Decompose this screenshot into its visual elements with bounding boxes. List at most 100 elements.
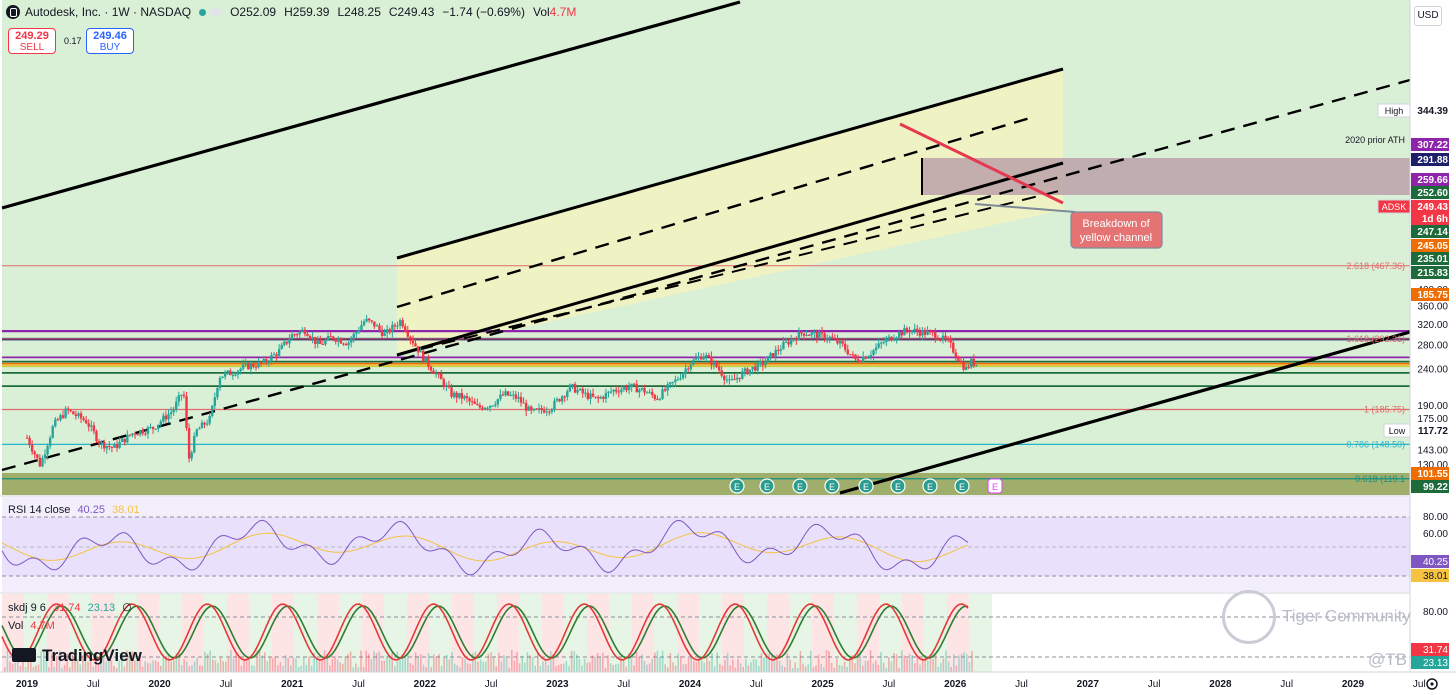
currency-button[interactable]: USD [1414, 6, 1442, 26]
candle-body [599, 396, 602, 399]
earnings-marker[interactable]: E [922, 478, 938, 494]
breakdown-callout: Breakdown of yellow channel [974, 203, 1163, 249]
volume-bar [22, 655, 24, 672]
volume-bar [516, 651, 518, 672]
time-tick: 2028 [1209, 679, 1232, 690]
prior-ath-label: 2020 prior ATH [1345, 135, 1405, 145]
candle-body [473, 401, 476, 404]
volume-bar [102, 656, 105, 672]
volume-bar [940, 662, 942, 672]
volume-bar [885, 667, 887, 672]
volume-bar [966, 654, 968, 672]
volume-bar [396, 651, 399, 672]
volume-bar [958, 655, 960, 672]
earnings-marker[interactable]: E [954, 478, 970, 494]
sell-button[interactable]: 249.29 SELL [8, 28, 56, 54]
earnings-marker[interactable]: E [890, 478, 906, 494]
candle-body [789, 339, 793, 345]
candle-body [393, 324, 397, 327]
candle-body [386, 329, 389, 333]
candle-body [651, 391, 654, 396]
candle-body [741, 371, 744, 379]
price-tick: 130.00 [1417, 460, 1448, 471]
candle-body [231, 375, 235, 377]
kdj-bg-green [924, 594, 947, 672]
time-tick: Jul [352, 679, 365, 690]
candle-body [87, 423, 90, 427]
price-label-box [1411, 252, 1449, 265]
candle-body [355, 331, 358, 334]
candle-body [661, 389, 664, 399]
candle-body [730, 379, 734, 381]
volume-bar [719, 663, 721, 672]
tradingview-logo[interactable]: TradingView [12, 646, 142, 666]
volume-bar [435, 656, 438, 672]
kdj-lines [1, 603, 969, 661]
buy-button[interactable]: 249.46 BUY [86, 28, 134, 54]
time-axis[interactable]: 2019 Jul 2020 Jul 2021 Jul 2022 Jul 2023 Jul 2024 J… [16, 679, 1426, 690]
volume-bar [945, 650, 947, 672]
volume-bar [214, 660, 217, 672]
kdj-legend[interactable]: skdj 9 6 31.74 23.13 ∅ [8, 601, 132, 614]
candle-body [782, 341, 785, 350]
candle-body [946, 339, 950, 341]
rsi-legend[interactable]: RSI 14 close 40.25 38.01 [8, 504, 140, 516]
volume-bar [165, 656, 167, 672]
volume-bar [830, 662, 833, 672]
earnings-marker[interactable]: E [759, 478, 775, 494]
tradingview-mark-icon [12, 648, 36, 662]
candle-body [259, 361, 263, 363]
kdj-bg-green [159, 594, 182, 672]
volume-bar [937, 666, 939, 672]
volume-bar [927, 660, 929, 672]
price-tick: 190.00 [1417, 401, 1448, 412]
volume-bar [877, 664, 880, 672]
kdj-axis-label: 80.00 [1423, 607, 1448, 618]
candle-body [308, 336, 312, 339]
volume-bar [313, 652, 315, 672]
volume-bar [651, 658, 653, 672]
buy-price: 249.46 [93, 30, 127, 42]
candle-body [519, 396, 523, 403]
volume-bar [672, 662, 674, 672]
volume-bar [407, 654, 409, 672]
candle-body [663, 389, 667, 391]
volume-bar [204, 651, 206, 672]
earnings-marker[interactable]: E [792, 478, 808, 494]
earnings-marker[interactable]: E [824, 478, 840, 494]
candle-body [319, 340, 322, 345]
kdj-value-box [1411, 643, 1449, 656]
candle-body [563, 396, 566, 398]
earnings-marker-future[interactable]: E [987, 478, 1003, 494]
candle-body [77, 413, 80, 417]
time-tick: 2021 [281, 679, 304, 690]
visibility-icon[interactable] [210, 8, 223, 16]
volume-bar [953, 654, 955, 672]
volume-bar [635, 651, 638, 672]
tradingview-text: TradingView [42, 646, 142, 665]
volume-bar [245, 658, 248, 672]
symbol-title[interactable]: Autodesk, Inc. · 1W · NASDAQ [25, 5, 192, 19]
volume-bar [963, 652, 965, 672]
time-tick: 2024 [679, 679, 702, 690]
volume-bar [794, 662, 796, 672]
candle-body [756, 362, 759, 371]
earnings-marker[interactable]: E [729, 478, 745, 494]
settings-icon[interactable] [1426, 678, 1438, 690]
vol-legend[interactable]: Vol 4.7M [8, 620, 55, 632]
price-axis[interactable]: 440.00400.00360.00320.00280.00240.00190.… [1377, 103, 1449, 493]
candle-body [429, 366, 433, 371]
volume-bar [521, 655, 523, 672]
candle-body [643, 387, 646, 393]
candle-body [779, 349, 783, 351]
candle-body [571, 384, 574, 386]
time-tick: Jul [1148, 679, 1161, 690]
open-value: O252.09 [230, 5, 277, 19]
candle-body [465, 395, 469, 399]
volume-bar [841, 665, 843, 672]
volume-bar [430, 667, 432, 672]
candle-body [102, 441, 106, 449]
earnings-marker[interactable]: E [858, 478, 874, 494]
volume-bar [732, 659, 734, 672]
